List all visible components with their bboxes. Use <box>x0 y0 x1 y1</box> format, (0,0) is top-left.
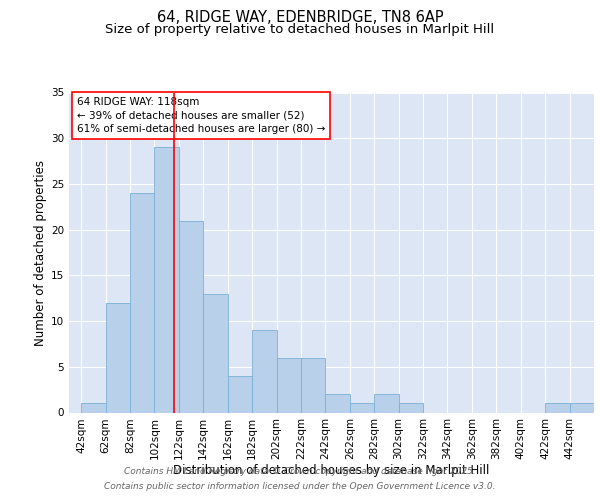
X-axis label: Distribution of detached houses by size in Marlpit Hill: Distribution of detached houses by size … <box>173 464 490 476</box>
Text: Contains public sector information licensed under the Open Government Licence v3: Contains public sector information licen… <box>104 482 496 491</box>
Bar <box>203 294 228 412</box>
Bar <box>398 404 423 412</box>
Y-axis label: Number of detached properties: Number of detached properties <box>34 160 47 346</box>
Text: Size of property relative to detached houses in Marlpit Hill: Size of property relative to detached ho… <box>106 22 494 36</box>
Bar <box>130 193 154 412</box>
Text: 64 RIDGE WAY: 118sqm
← 39% of detached houses are smaller (52)
61% of semi-detac: 64 RIDGE WAY: 118sqm ← 39% of detached h… <box>77 98 325 134</box>
Bar <box>350 404 374 412</box>
Bar <box>154 148 179 412</box>
Bar <box>106 303 130 412</box>
Bar <box>374 394 398 412</box>
Text: Contains HM Land Registry data © Crown copyright and database right 2025.: Contains HM Land Registry data © Crown c… <box>124 467 476 476</box>
Bar <box>277 358 301 412</box>
Bar <box>252 330 277 412</box>
Bar <box>325 394 350 412</box>
Bar <box>179 220 203 412</box>
Bar <box>81 404 106 412</box>
Bar <box>228 376 252 412</box>
Bar <box>545 404 569 412</box>
Text: 64, RIDGE WAY, EDENBRIDGE, TN8 6AP: 64, RIDGE WAY, EDENBRIDGE, TN8 6AP <box>157 10 443 25</box>
Bar <box>301 358 325 412</box>
Bar <box>569 404 594 412</box>
